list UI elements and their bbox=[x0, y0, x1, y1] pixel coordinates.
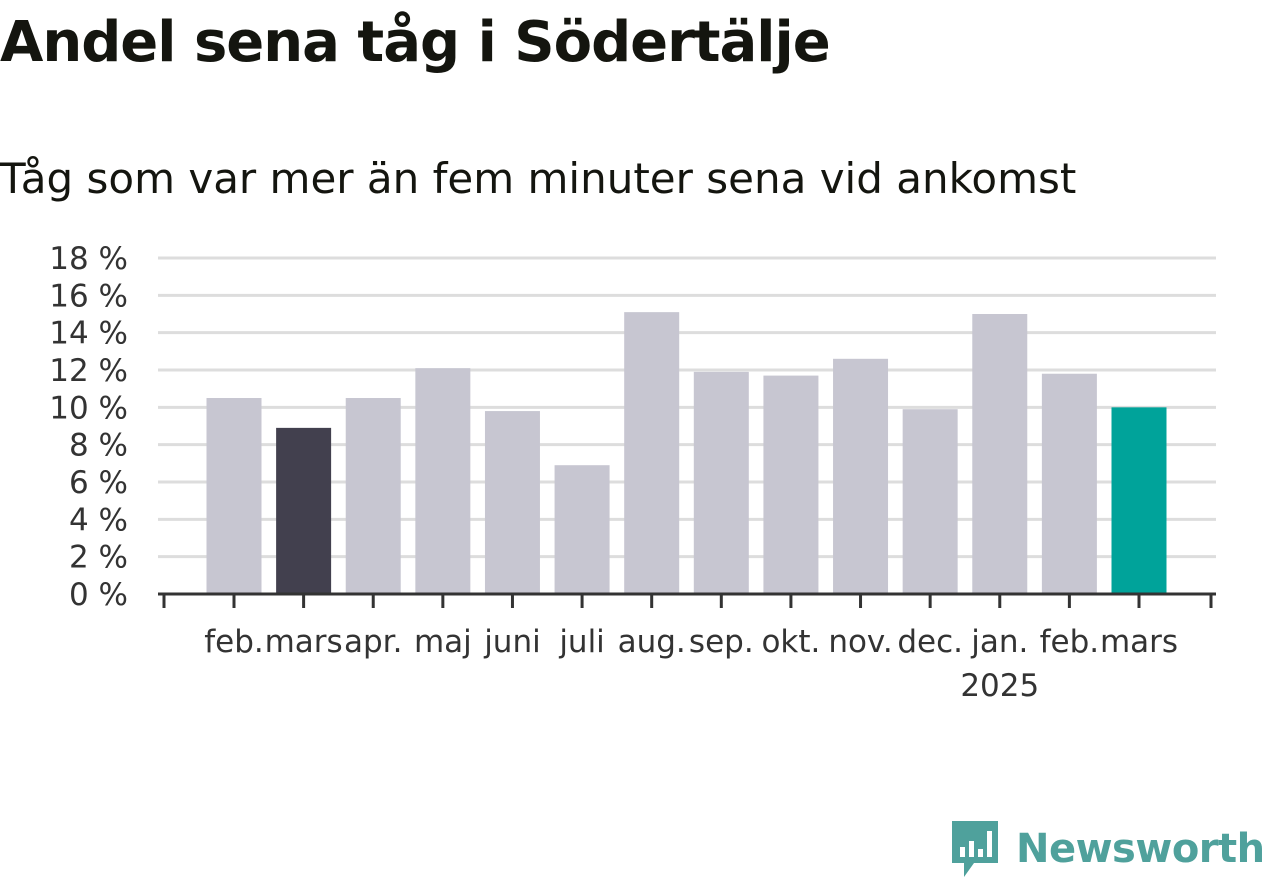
bar bbox=[415, 368, 471, 594]
x-tick-label: dec. bbox=[897, 624, 963, 660]
newsworthy-logo-icon bbox=[952, 821, 998, 877]
x-tick-label: apr. bbox=[344, 624, 402, 660]
y-tick-label: 2 % bbox=[69, 540, 128, 576]
x-tick-label: nov. bbox=[828, 624, 892, 660]
x-tick-label: mars bbox=[1100, 624, 1178, 660]
chart-subtitle: Tåg som var mer än fem minuter sena vid … bbox=[0, 154, 1077, 203]
x-tick-label: maj bbox=[414, 624, 472, 660]
bar bbox=[624, 312, 680, 594]
bar bbox=[693, 371, 749, 594]
bar bbox=[345, 398, 401, 594]
y-tick-label: 4 % bbox=[69, 502, 128, 538]
logo-text: Newsworthy bbox=[1016, 826, 1262, 872]
x-axis bbox=[158, 592, 1216, 608]
chart-title: Andel sena tåg i Södertälje bbox=[0, 10, 831, 75]
x-tick-label: juli bbox=[558, 624, 605, 660]
bars bbox=[206, 312, 1167, 594]
y-tick-label: 0 % bbox=[69, 577, 128, 613]
x-tick-label: mars bbox=[265, 624, 343, 660]
x-tick-label: aug. bbox=[618, 624, 686, 660]
y-tick-label: 18 % bbox=[49, 241, 128, 277]
x-year-label: 2025 bbox=[960, 668, 1039, 704]
newsworthy-logo: Newsworthy bbox=[950, 818, 1262, 880]
y-tick-label: 6 % bbox=[69, 465, 128, 501]
bar bbox=[554, 465, 610, 594]
x-tick-label: okt. bbox=[761, 624, 820, 660]
x-tick-label: jan. bbox=[970, 624, 1028, 660]
grid-lines bbox=[158, 256, 1216, 559]
bar bbox=[763, 375, 819, 594]
y-tick-label: 8 % bbox=[69, 428, 128, 464]
y-tick-label: 14 % bbox=[49, 316, 128, 352]
bar bbox=[1111, 407, 1167, 594]
bar bbox=[276, 427, 332, 594]
x-tick-label: feb. bbox=[204, 624, 264, 660]
x-tick-labels: feb. mars apr. maj juni juli aug. sep. okt. nov. d… bbox=[204, 624, 1178, 704]
bar bbox=[972, 314, 1028, 594]
y-tick-labels: 0 %2 %4 %6 %8 %10 %12 %14 %16 %18 % bbox=[49, 241, 128, 613]
x-tick-label: feb. bbox=[1040, 624, 1100, 660]
y-tick-label: 12 % bbox=[49, 353, 128, 389]
x-tick-label: juni bbox=[483, 624, 541, 660]
bar bbox=[484, 411, 540, 594]
y-tick-label: 16 % bbox=[49, 278, 128, 314]
bar bbox=[833, 358, 889, 594]
bar bbox=[206, 398, 262, 594]
bar bbox=[902, 409, 958, 594]
x-tick-label: sep. bbox=[689, 624, 754, 660]
y-tick-label: 10 % bbox=[49, 390, 128, 426]
bar bbox=[1041, 373, 1097, 594]
